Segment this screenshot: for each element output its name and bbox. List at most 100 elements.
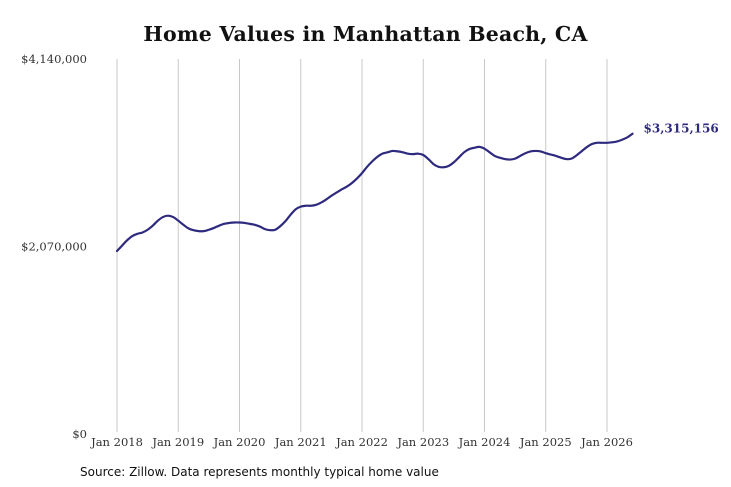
data-point <box>234 222 235 223</box>
data-point <box>525 153 526 154</box>
data-point <box>315 204 316 205</box>
data-point <box>116 250 117 251</box>
data-point <box>183 224 184 225</box>
data-point <box>377 156 378 157</box>
data-point <box>254 224 255 225</box>
end-label-layer: $3,315,156 <box>644 122 719 136</box>
data-point <box>520 155 521 156</box>
data-point <box>229 222 230 223</box>
data-point <box>402 152 403 153</box>
data-point <box>147 229 148 230</box>
data-point <box>438 166 439 167</box>
data-point <box>412 154 413 155</box>
data-point <box>443 167 444 168</box>
data-point <box>372 161 373 162</box>
data-point <box>591 144 592 145</box>
data-point <box>249 223 250 224</box>
y-tick-label: $2,070,000 <box>21 240 87 254</box>
data-point <box>382 153 383 154</box>
data-point <box>367 166 368 167</box>
data-point <box>173 216 174 217</box>
data-point <box>515 158 516 159</box>
data-point <box>571 158 572 159</box>
data-point <box>509 159 510 160</box>
data-point <box>295 209 296 210</box>
data-point <box>576 155 577 156</box>
x-tick-label: Jan 2018 <box>90 435 143 449</box>
data-point <box>280 226 281 227</box>
data-point <box>453 162 454 163</box>
data-point <box>178 220 179 221</box>
data-point <box>239 222 240 223</box>
data-point <box>275 229 276 230</box>
data-point <box>290 214 291 215</box>
data-point <box>458 157 459 158</box>
data-point <box>484 148 485 149</box>
data-point <box>244 222 245 223</box>
data-point <box>428 158 429 159</box>
data-point <box>489 152 490 153</box>
data-point <box>218 225 219 226</box>
data-point <box>122 245 123 246</box>
data-point <box>560 157 561 158</box>
data-point <box>336 192 337 193</box>
data-point <box>601 142 602 143</box>
x-tick-label: Jan 2025 <box>519 435 572 449</box>
y-tick-label: $4,140,000 <box>21 52 87 66</box>
data-point <box>407 153 408 154</box>
data-point <box>545 153 546 154</box>
data-point <box>127 240 128 241</box>
x-tick-label: Jan 2021 <box>274 435 327 449</box>
data-point <box>341 189 342 190</box>
data-point <box>326 199 327 200</box>
data-point <box>479 146 480 147</box>
x-tick-label: Jan 2019 <box>151 435 204 449</box>
data-point <box>188 228 189 229</box>
data-point <box>586 147 587 148</box>
y-tick-label: $0 <box>72 427 87 441</box>
data-point <box>152 225 153 226</box>
data-point <box>499 157 500 158</box>
data-point <box>540 151 541 152</box>
data-point <box>612 142 613 143</box>
data-point <box>157 220 158 221</box>
data-point <box>285 221 286 222</box>
data-point <box>203 231 204 232</box>
data-point <box>321 202 322 203</box>
data-point <box>167 215 168 216</box>
data-point <box>198 231 199 232</box>
x-tick-label: Jan 2022 <box>335 435 388 449</box>
x-tick-label: Jan 2023 <box>396 435 449 449</box>
data-point <box>331 195 332 196</box>
y-axis-ticks: $0 $2,070,000 $4,140,000 <box>21 52 87 441</box>
data-point <box>504 158 505 159</box>
series-line <box>115 132 634 253</box>
data-point <box>463 152 464 153</box>
data-point <box>264 229 265 230</box>
data-point <box>474 147 475 148</box>
data-point <box>632 133 633 134</box>
data-point <box>530 151 531 152</box>
data-point <box>300 206 301 207</box>
x-tick-label: Jan 2026 <box>580 435 633 449</box>
data-point <box>423 154 424 155</box>
data-point <box>617 141 618 142</box>
data-point <box>137 233 138 234</box>
source-note: Source: Zillow. Data represents monthly … <box>80 465 439 479</box>
data-point <box>581 151 582 152</box>
data-point <box>418 153 419 154</box>
data-point <box>356 178 357 179</box>
data-point <box>606 142 607 143</box>
data-point <box>494 155 495 156</box>
data-point <box>535 150 536 151</box>
data-point <box>310 205 311 206</box>
data-point <box>351 182 352 183</box>
data-point <box>193 230 194 231</box>
gridlines <box>116 59 608 432</box>
data-point <box>259 226 260 227</box>
data-point <box>596 142 597 143</box>
end-value-label: $3,315,156 <box>644 122 719 136</box>
data-point <box>397 151 398 152</box>
chart-title: Home Values in Manhattan Beach, CA <box>143 22 588 46</box>
